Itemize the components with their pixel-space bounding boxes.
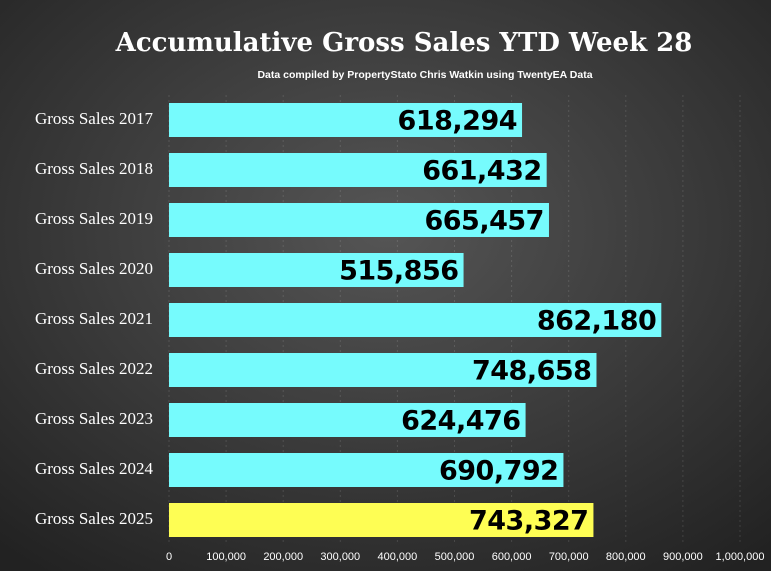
x-tick-label: 200,000 — [263, 551, 303, 563]
x-tick-label: 0 — [166, 551, 172, 563]
y-tick-label: Gross Sales 2017 — [35, 109, 154, 128]
chart-subtitle: Data compiled by PropertyStato Chris Wat… — [257, 69, 592, 81]
bar — [169, 353, 597, 387]
bar — [169, 303, 662, 337]
x-tick-label: 800,000 — [606, 551, 646, 563]
y-tick-label: Gross Sales 2025 — [35, 509, 153, 528]
x-tick-label: 1,000,000 — [716, 551, 765, 563]
chart-title: Accumulative Gross Sales YTD Week 28 — [115, 28, 693, 58]
x-tick-label: 300,000 — [320, 551, 360, 563]
value-label: 618,294 — [398, 106, 517, 137]
x-tick-label: 900,000 — [663, 551, 703, 563]
value-label: 748,658 — [472, 356, 591, 387]
value-label: 862,180 — [537, 306, 656, 337]
x-tick-label: 600,000 — [492, 551, 532, 563]
y-tick-label: Gross Sales 2022 — [35, 359, 153, 378]
y-tick-label: Gross Sales 2020 — [35, 259, 153, 278]
y-tick-label: Gross Sales 2018 — [35, 159, 153, 178]
x-tick-label: 500,000 — [435, 551, 475, 563]
value-label: 743,327 — [469, 506, 588, 537]
y-tick-label: Gross Sales 2024 — [35, 459, 154, 478]
y-tick-label: Gross Sales 2021 — [35, 309, 153, 328]
value-label: 515,856 — [339, 256, 458, 287]
value-label: 690,792 — [439, 456, 558, 487]
x-tick-label: 100,000 — [206, 551, 246, 563]
y-tick-label: Gross Sales 2023 — [35, 409, 153, 428]
bar — [169, 403, 526, 437]
bar — [169, 153, 547, 187]
bar — [169, 453, 564, 487]
x-tick-label: 400,000 — [378, 551, 418, 563]
y-tick-label: Gross Sales 2019 — [35, 209, 153, 228]
value-label: 665,457 — [424, 206, 543, 237]
value-label: 661,432 — [422, 156, 541, 187]
bar — [169, 203, 549, 237]
bar — [169, 103, 523, 137]
x-tick-label: 700,000 — [549, 551, 589, 563]
bar — [169, 253, 464, 287]
bar — [169, 503, 594, 537]
value-label: 624,476 — [401, 406, 520, 437]
